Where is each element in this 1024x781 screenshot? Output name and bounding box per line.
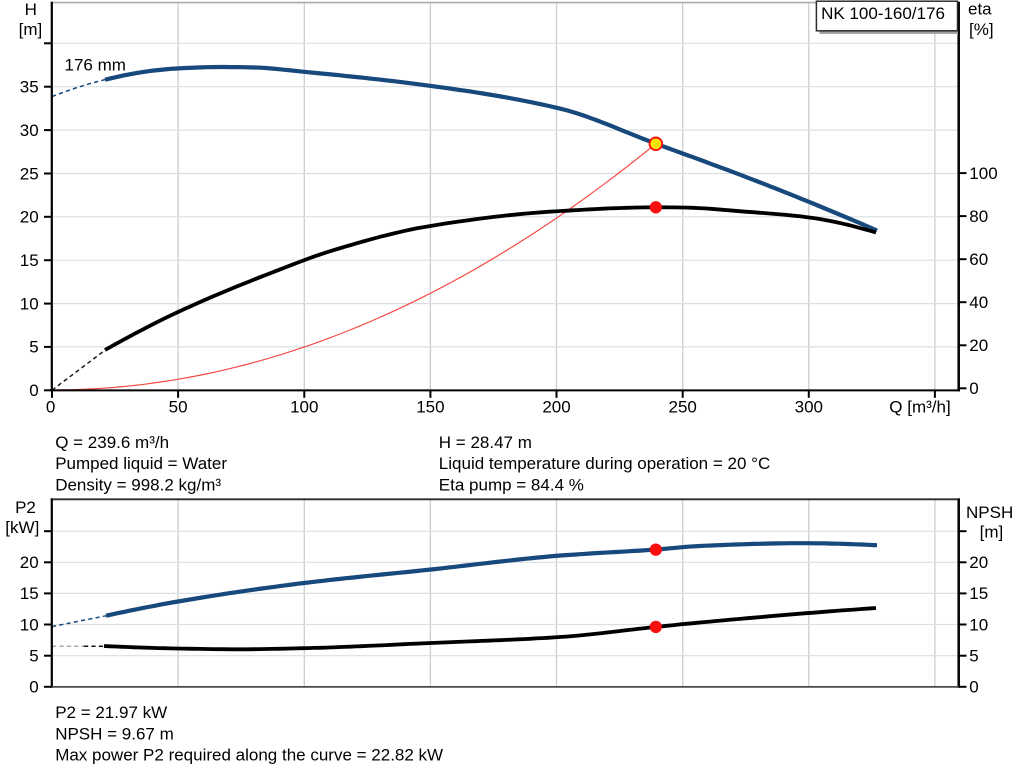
- svg-text:5: 5: [969, 646, 978, 665]
- svg-text:150: 150: [416, 397, 444, 416]
- svg-text:0: 0: [29, 381, 38, 400]
- svg-text:20: 20: [969, 336, 988, 355]
- svg-text:100: 100: [969, 164, 997, 183]
- svg-text:H: H: [25, 0, 37, 19]
- svg-text:20: 20: [20, 553, 39, 572]
- svg-text:25: 25: [20, 164, 39, 183]
- svg-text:10: 10: [20, 615, 39, 634]
- svg-text:30: 30: [20, 121, 39, 140]
- svg-text:176 mm: 176 mm: [65, 56, 126, 75]
- svg-text:0: 0: [29, 678, 38, 697]
- svg-text:5: 5: [29, 338, 38, 357]
- svg-text:H = 28.47 m: H = 28.47 m: [439, 433, 532, 452]
- svg-text:[m]: [m]: [19, 20, 43, 39]
- svg-text:40: 40: [969, 293, 988, 312]
- svg-text:20: 20: [969, 553, 988, 572]
- svg-text:50: 50: [169, 397, 188, 416]
- svg-text:15: 15: [20, 584, 39, 603]
- svg-text:60: 60: [969, 250, 988, 269]
- svg-text:10: 10: [20, 294, 39, 313]
- svg-text:80: 80: [969, 207, 988, 226]
- svg-text:300: 300: [795, 397, 823, 416]
- svg-text:100: 100: [290, 397, 318, 416]
- svg-text:20: 20: [20, 208, 39, 227]
- svg-text:0: 0: [969, 678, 978, 697]
- svg-text:200: 200: [542, 397, 570, 416]
- svg-text:P2: P2: [15, 498, 36, 517]
- svg-text:5: 5: [29, 646, 38, 665]
- svg-text:10: 10: [969, 615, 988, 634]
- svg-text:Eta pump = 84.4 %: Eta pump = 84.4 %: [439, 476, 584, 495]
- svg-text:[%]: [%]: [969, 20, 994, 39]
- svg-text:NPSH: NPSH: [966, 503, 1013, 522]
- svg-text:[m]: [m]: [980, 522, 1004, 541]
- svg-text:0: 0: [969, 379, 978, 398]
- svg-text:eta: eta: [968, 0, 992, 19]
- svg-text:NPSH = 9.67 m: NPSH = 9.67 m: [55, 724, 174, 743]
- svg-text:Max power P2 required along th: Max power P2 required along the curve = …: [55, 746, 443, 765]
- svg-text:Pumped liquid = Water: Pumped liquid = Water: [55, 454, 227, 473]
- svg-text:Liquid temperature during oper: Liquid temperature during operation = 20…: [439, 454, 770, 473]
- svg-text:Q = 239.6 m³/h: Q = 239.6 m³/h: [55, 433, 169, 452]
- svg-text:Density = 998.2 kg/m³: Density = 998.2 kg/m³: [55, 476, 221, 495]
- svg-text:P2 = 21.97 kW: P2 = 21.97 kW: [55, 703, 167, 722]
- svg-text:NK 100-160/176: NK 100-160/176: [821, 4, 945, 23]
- svg-text:250: 250: [668, 397, 696, 416]
- svg-text:15: 15: [969, 584, 988, 603]
- svg-text:Q [m³/h]: Q [m³/h]: [889, 397, 950, 416]
- svg-text:[kW]: [kW]: [5, 518, 39, 537]
- svg-text:15: 15: [20, 251, 39, 270]
- svg-text:35: 35: [20, 78, 39, 97]
- svg-text:0: 0: [46, 397, 55, 416]
